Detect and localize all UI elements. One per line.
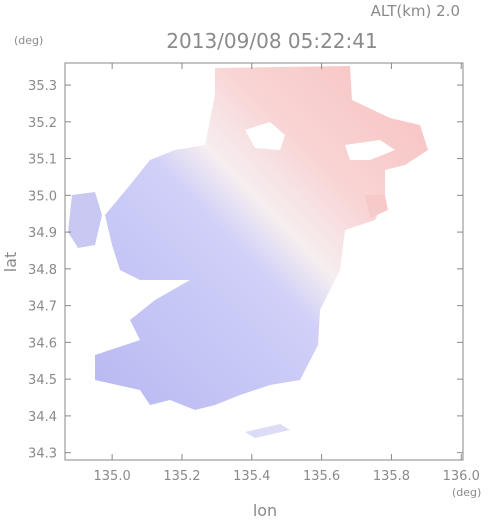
chart-title: 2013/09/08 05:22:41 <box>166 29 377 53</box>
x-tick-label: 135.2 <box>163 469 200 484</box>
y-tick-label: 35.0 <box>28 189 57 204</box>
echo-region <box>68 192 102 248</box>
gap <box>345 140 395 160</box>
x-label: lon <box>253 501 277 520</box>
y-unit: (deg) <box>14 34 43 47</box>
axes: 135.0 135.2 135.4 135.6 135.8 136.0 34.3 34.4 34… <box>28 63 480 484</box>
y-tick-label: 34.7 <box>28 300 57 315</box>
y-tick-label: 35.2 <box>28 116 57 131</box>
echo-region <box>245 424 290 438</box>
echo-region <box>365 195 388 218</box>
x-tick-label: 135.6 <box>303 469 340 484</box>
y-label: lat <box>1 252 20 273</box>
y-tick-label: 34.6 <box>28 336 57 351</box>
x-tick-label: 136.0 <box>443 469 480 484</box>
gap <box>245 122 285 150</box>
y-tick-label: 34.3 <box>28 447 57 462</box>
altitude: ALT(km) 2.0 <box>371 2 460 20</box>
y-tick-label: 35.1 <box>28 153 57 168</box>
x-tick-label: 135.8 <box>373 469 410 484</box>
plot-frame <box>64 62 464 461</box>
x-tick-label: 135.0 <box>94 469 131 484</box>
velocity-field <box>68 66 428 438</box>
y-tick-label: 34.8 <box>28 263 57 278</box>
x-tick-label: 135.4 <box>233 469 270 484</box>
echo-region <box>95 66 428 410</box>
y-tick-label: 34.9 <box>28 226 57 241</box>
y-tick-label: 34.5 <box>28 373 57 388</box>
y-tick-label: 35.3 <box>28 79 57 94</box>
y-tick-label: 34.4 <box>28 410 57 425</box>
x-unit: (deg) <box>452 486 481 499</box>
